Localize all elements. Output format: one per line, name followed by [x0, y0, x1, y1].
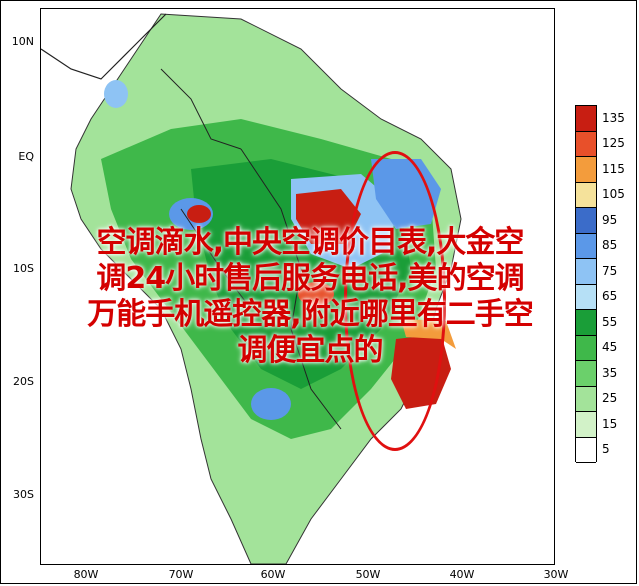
- colorbar-label: 75: [602, 263, 618, 278]
- rain-red-1: [296, 189, 361, 244]
- lat-tick-30s: 30S: [13, 488, 34, 501]
- colorbar-swatch: [576, 131, 596, 157]
- colorbar-label: 15: [602, 416, 618, 431]
- overlay-line-3: 万能手机遥控器,附近哪里有二手空: [87, 297, 533, 332]
- colorbar-swatch: [576, 437, 596, 463]
- rain-orange-2: [298, 282, 334, 306]
- lat-tick-10n: 10N: [11, 35, 34, 48]
- colorbar-swatch: [576, 208, 596, 234]
- colorbar-label: 35: [602, 365, 618, 380]
- precipitation-map: [40, 8, 555, 565]
- rain-blue-5: [104, 80, 128, 108]
- colorbar-swatch: [576, 335, 596, 361]
- overlay-line-2: 调24小时售后服务电话,美的空调: [96, 261, 524, 296]
- colorbar-label: 65: [602, 289, 618, 304]
- central-america: [41, 13, 167, 80]
- lat-tick-20s: 20S: [13, 375, 34, 388]
- colorbar-swatch: [576, 259, 596, 285]
- overlay-line-1: 空调滴水,中央空调价目表,大金空: [96, 225, 525, 260]
- colorbar-label: 95: [602, 212, 618, 227]
- lon-tick-80w: 80W: [73, 568, 99, 581]
- colorbar-label: 55: [602, 314, 618, 329]
- colorbar-swatch: [576, 386, 596, 412]
- colorbar-label: 85: [602, 238, 618, 253]
- lat-tick-10s: 10S: [13, 262, 34, 275]
- colorbar-label: 135: [602, 110, 625, 125]
- lat-tick-eq: EQ: [18, 150, 34, 163]
- colorbar-swatch: [576, 284, 596, 310]
- lon-tick-40w: 40W: [449, 568, 475, 581]
- colorbar: [575, 105, 597, 463]
- country-borders: [160, 68, 342, 430]
- rain-red-2: [187, 205, 211, 223]
- colorbar-label: 5: [602, 442, 610, 457]
- colorbar-swatch: [576, 361, 596, 387]
- overlay-caption: 空调滴水,中央空调价目表,大金空 调24小时售后服务电话,美的空调 万能手机遥控…: [20, 225, 600, 369]
- highlight-circle: [344, 151, 446, 451]
- colorbar-label: 45: [602, 340, 618, 355]
- colorbar-swatch: [576, 106, 596, 132]
- rain-blue-4: [251, 388, 291, 420]
- lon-tick-30w: 30W: [543, 568, 569, 581]
- colorbar-label: 115: [602, 161, 625, 176]
- overlay-line-4: 调便宜点的: [237, 333, 384, 368]
- colorbar-swatch: [576, 157, 596, 183]
- colorbar-swatch: [576, 412, 596, 438]
- colorbar-label: 25: [602, 391, 618, 406]
- colorbar-swatch: [576, 233, 596, 259]
- lon-tick-60w: 60W: [260, 568, 286, 581]
- colorbar-label: 125: [602, 136, 625, 151]
- colorbar-label: 105: [602, 187, 625, 202]
- lon-tick-50w: 50W: [355, 568, 381, 581]
- colorbar-swatch: [576, 310, 596, 336]
- lon-tick-70w: 70W: [168, 568, 194, 581]
- colorbar-swatch: [576, 182, 596, 208]
